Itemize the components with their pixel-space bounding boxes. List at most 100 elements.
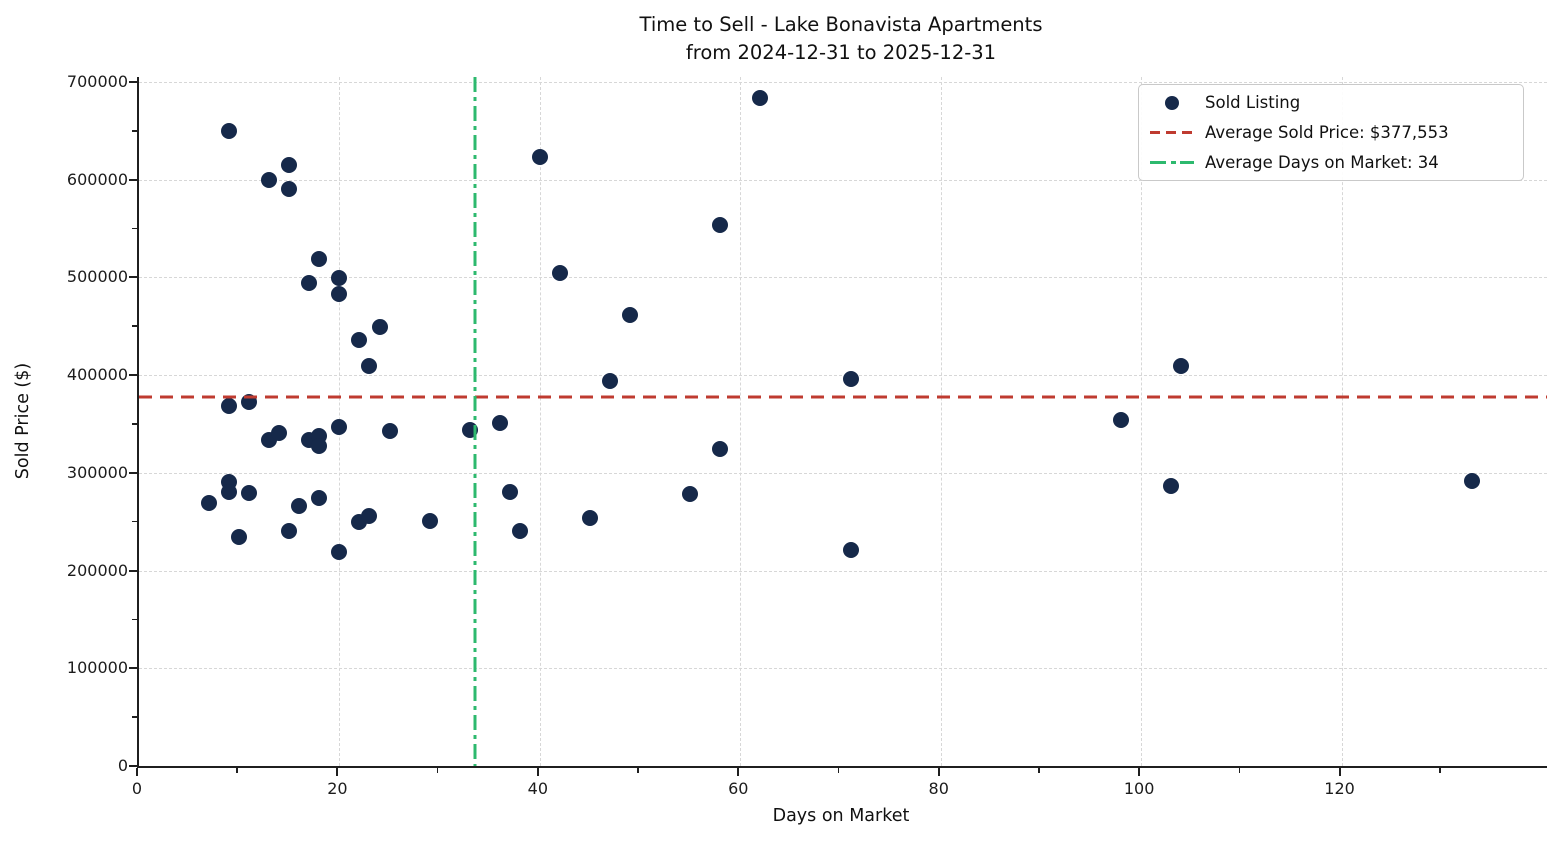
scatter-point-sold-listing	[602, 372, 618, 389]
x-tick-label: 100	[1123, 779, 1155, 798]
x-axis-tick	[937, 768, 940, 776]
y-axis-tick	[129, 765, 137, 767]
x-axis-tick	[1338, 768, 1341, 776]
x-axis-minor-tick	[837, 768, 840, 773]
y-axis-tick	[129, 667, 137, 670]
x-axis-tick	[136, 768, 138, 776]
scatter-point-sold-listing	[421, 512, 438, 529]
scatter-point-sold-listing	[291, 498, 308, 515]
grid-line-horizontal	[139, 277, 1547, 279]
scatter-point-sold-listing	[842, 370, 859, 387]
grid-line-vertical	[1341, 77, 1343, 766]
x-axis-tick	[336, 768, 339, 776]
y-tick-label: 400000	[66, 365, 128, 385]
y-axis-tick	[129, 178, 137, 181]
scatter-point-sold-listing	[331, 543, 348, 560]
scatter-point-sold-listing	[371, 319, 388, 336]
y-axis-minor-tick	[132, 618, 137, 621]
scatter-point-sold-listing	[752, 89, 769, 106]
y-tick-label: 700000	[66, 71, 128, 91]
scatter-point-sold-listing	[221, 122, 238, 139]
legend-label-avg-sold-price: Average Sold Price: $377,553	[1205, 123, 1449, 142]
x-axis-minor-tick	[1439, 768, 1441, 773]
scatter-point-sold-listing	[581, 509, 598, 526]
y-axis-minor-tick	[132, 130, 137, 132]
grid-line-vertical	[740, 77, 742, 766]
legend-label-avg-days-on-market: Average Days on Market: 34	[1205, 153, 1439, 172]
scatter-point-sold-listing	[331, 270, 348, 287]
grid-line-vertical	[940, 77, 942, 766]
y-tick-label: 200000	[66, 560, 128, 580]
scatter-point-sold-listing	[301, 275, 318, 292]
scatter-point-sold-listing	[311, 490, 328, 507]
scatter-point-sold-listing	[511, 523, 528, 540]
y-axis-minor-tick	[132, 227, 137, 230]
x-tick-label: 0	[131, 779, 143, 798]
chart-title: Time to Sell - Lake Bonavista Apartments…	[137, 11, 1545, 67]
x-axis-minor-tick	[637, 768, 639, 773]
x-tick-label: 80	[928, 779, 949, 798]
x-axis-minor-tick	[1038, 768, 1040, 773]
x-axis-label: Days on Market	[772, 806, 910, 826]
grid-line-horizontal	[139, 472, 1547, 474]
grid-line-horizontal	[139, 179, 1547, 181]
scatter-point-sold-listing	[1113, 412, 1130, 429]
scatter-point-sold-listing	[231, 529, 248, 546]
scatter-point-sold-listing	[361, 507, 378, 524]
x-axis-minor-tick	[436, 768, 439, 773]
x-axis-minor-tick	[1238, 768, 1241, 773]
legend-dot-marker-icon	[1139, 95, 1205, 110]
x-axis-tick	[737, 768, 740, 776]
scatter-point-sold-listing	[712, 216, 729, 233]
grid-line-vertical	[539, 77, 541, 766]
scatter-point-sold-listing	[311, 250, 328, 267]
y-tick-label: 600000	[66, 169, 128, 189]
average-sold-price-line	[139, 395, 1547, 399]
chart-title-line2: from 2024-12-31 to 2025-12-31	[685, 41, 997, 64]
grid-line-horizontal	[139, 570, 1547, 572]
scatter-point-sold-listing	[351, 331, 368, 348]
scatter-point-sold-listing	[501, 484, 518, 501]
scatter-point-sold-listing	[622, 307, 639, 324]
scatter-point-sold-listing	[551, 265, 568, 282]
x-tick-label: 60	[728, 779, 749, 798]
scatter-point-sold-listing	[281, 156, 298, 173]
x-axis-tick	[536, 768, 539, 776]
legend: Sold Listing Average Sold Price: $377,55…	[1138, 84, 1524, 181]
scatter-point-sold-listing	[261, 171, 278, 188]
scatter-point-sold-listing	[1173, 358, 1190, 375]
x-tick-label: 20	[327, 779, 348, 798]
average-days-on-market-line	[473, 77, 477, 766]
x-tick-label: 120	[1324, 779, 1355, 798]
y-axis-minor-tick	[132, 325, 137, 327]
y-axis-minor-tick	[132, 716, 137, 718]
scatter-point-sold-listing	[361, 358, 378, 375]
scatter-point-sold-listing	[271, 424, 288, 441]
scatter-point-sold-listing	[531, 149, 548, 166]
scatter-point-sold-listing	[1463, 472, 1480, 489]
grid-line-horizontal	[139, 668, 1547, 670]
scatter-point-sold-listing	[281, 181, 298, 198]
scatter-point-sold-listing	[221, 398, 238, 415]
y-tick-label: 300000	[66, 462, 128, 482]
scatter-point-sold-listing	[241, 485, 258, 502]
scatter-point-sold-listing	[331, 418, 348, 435]
x-tick-label: 40	[527, 779, 549, 798]
y-axis-tick	[129, 276, 137, 279]
scatter-point-sold-listing	[221, 484, 238, 501]
y-axis-tick	[129, 80, 137, 83]
scatter-point-sold-listing	[842, 542, 859, 558]
y-axis-minor-tick	[132, 423, 137, 425]
y-tick-label: 100000	[66, 658, 128, 678]
chart-title-line1: Time to Sell - Lake Bonavista Apartments	[639, 13, 1043, 36]
scatter-point-sold-listing	[1163, 477, 1180, 494]
scatter-point-sold-listing	[281, 523, 298, 540]
legend-item-avg-sold-price: Average Sold Price: $377,553	[1139, 118, 1523, 148]
scatter-point-sold-listing	[682, 486, 699, 503]
x-axis-tick	[1138, 768, 1141, 776]
legend-label-sold-listing: Sold Listing	[1205, 93, 1301, 112]
scatter-point-sold-listing	[311, 438, 328, 455]
plot-area	[137, 77, 1547, 768]
y-axis-tick	[129, 374, 137, 377]
